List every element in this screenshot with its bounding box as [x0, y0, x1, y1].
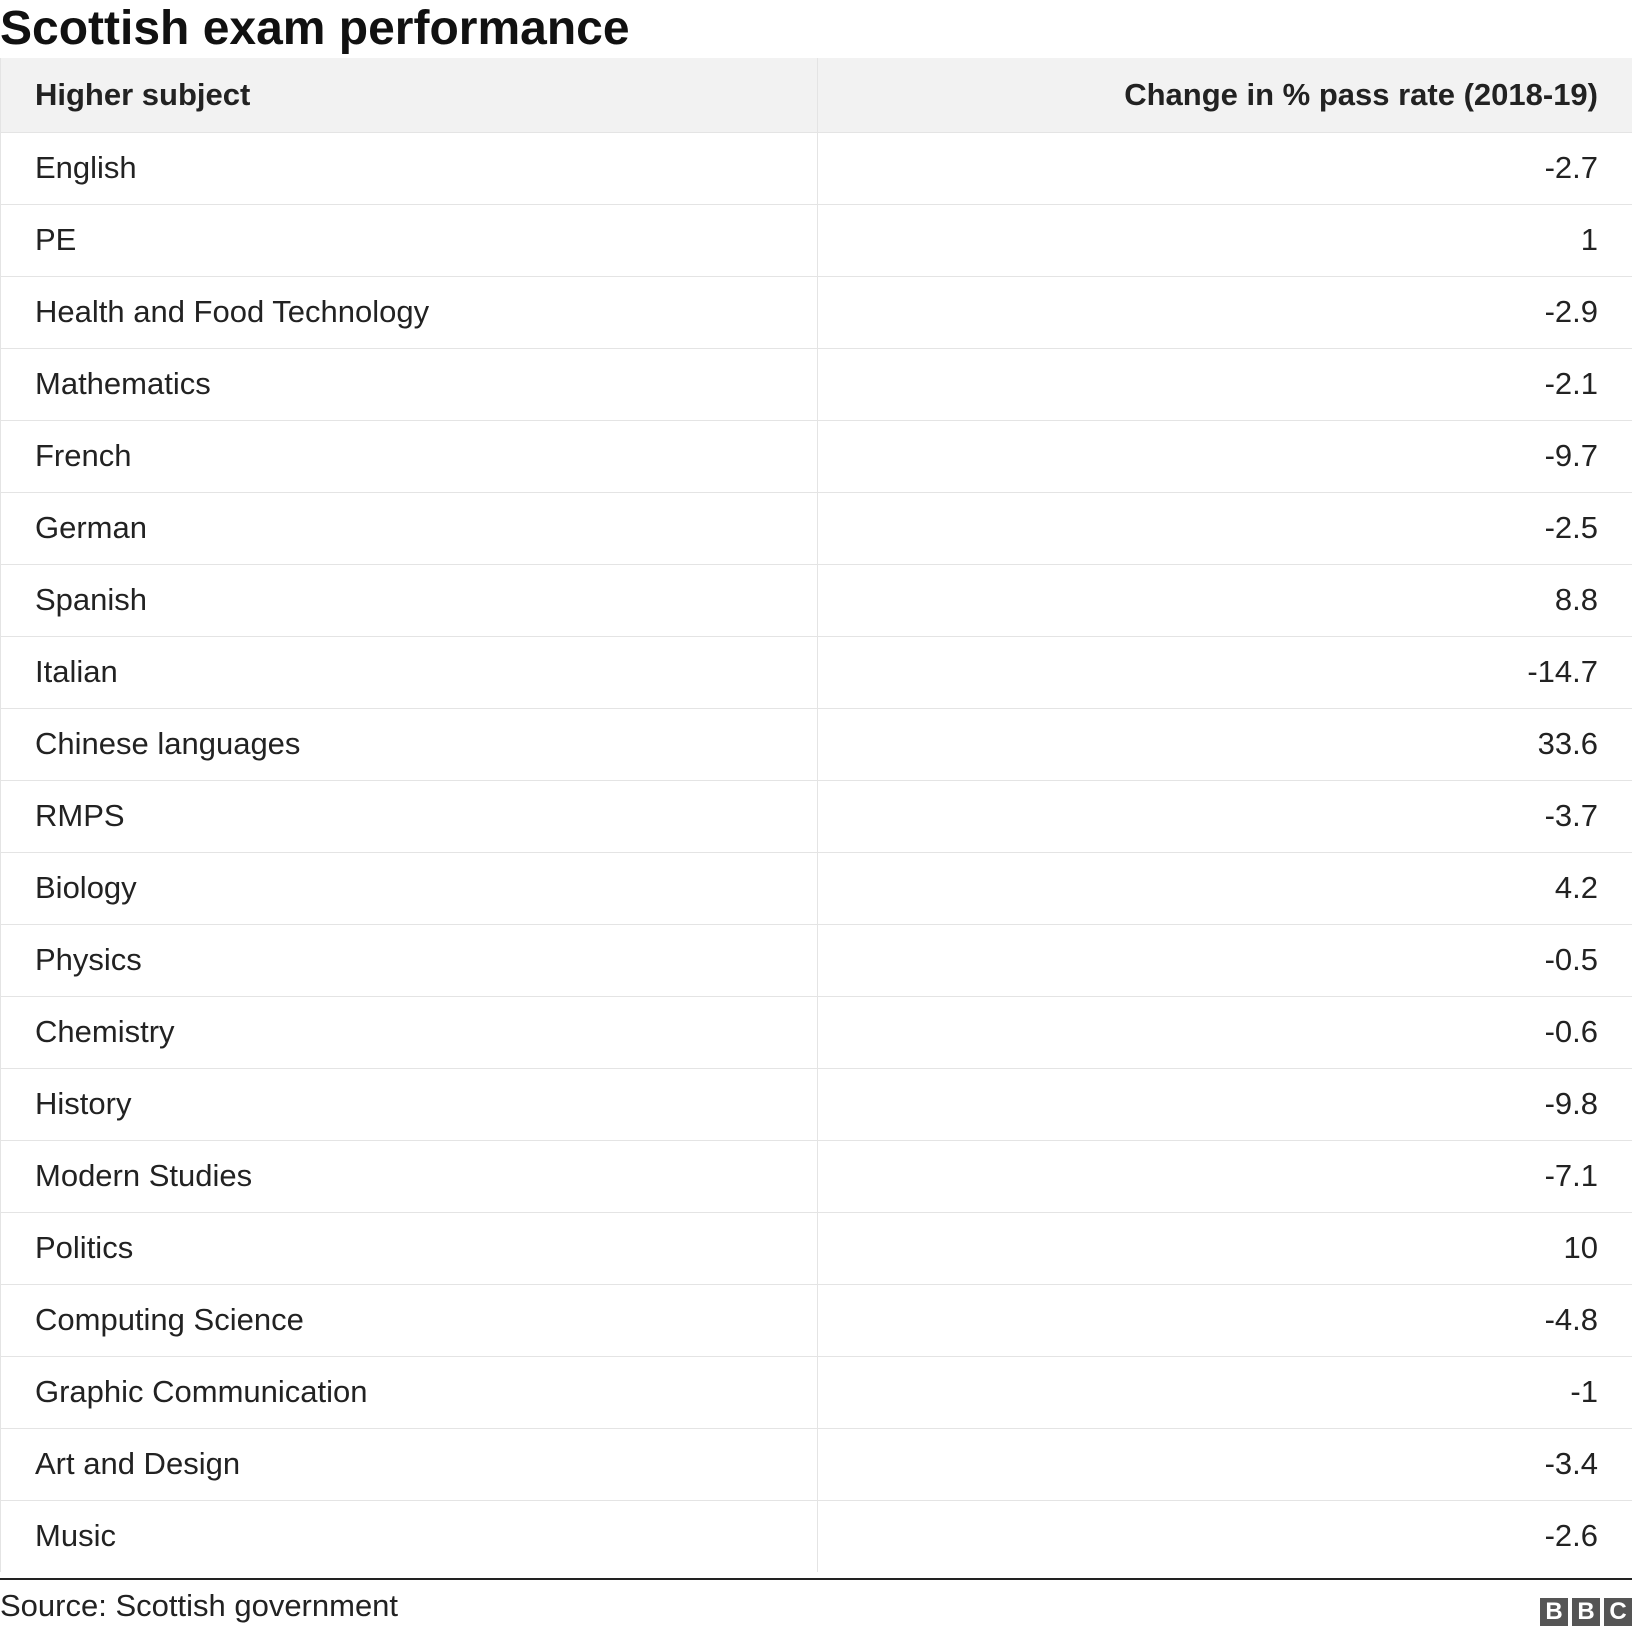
table-row: History -9.8	[0, 1067, 1632, 1140]
subject-cell: Health and Food Technology	[0, 275, 818, 348]
table-row: Biology 4.2	[0, 851, 1632, 924]
subject-cell: English	[0, 131, 818, 204]
subject-cell: Computing Science	[0, 1283, 818, 1356]
subject-cell: Modern Studies	[0, 1139, 818, 1212]
subject-cell: PE	[0, 203, 818, 276]
change-cell: -2.1	[817, 347, 1632, 420]
change-cell: -9.8	[817, 1067, 1632, 1140]
subject-cell: Biology	[0, 851, 818, 924]
table-row: Modern Studies -7.1	[0, 1139, 1632, 1212]
subject-cell: Spanish	[0, 563, 818, 636]
change-cell: -2.6	[817, 1499, 1632, 1572]
table-row: English -2.7	[0, 131, 1632, 204]
change-cell: -3.7	[817, 779, 1632, 852]
table-row: Spanish 8.8	[0, 563, 1632, 636]
change-cell: -14.7	[817, 635, 1632, 708]
table-row: Physics -0.5	[0, 923, 1632, 996]
subject-cell: Mathematics	[0, 347, 818, 420]
logo-letter: C	[1604, 1598, 1632, 1626]
change-cell: 10	[817, 1211, 1632, 1284]
table-row: Chemistry -0.6	[0, 995, 1632, 1068]
table-row: Computing Science -4.8	[0, 1283, 1632, 1356]
table-row: Politics 10	[0, 1211, 1632, 1284]
logo-letter: B	[1540, 1598, 1568, 1626]
change-cell: -1	[817, 1355, 1632, 1428]
table-row: RMPS -3.7	[0, 779, 1632, 852]
table-header-row: Higher subject Change in % pass rate (20…	[0, 58, 1632, 132]
footer: Source: Scottish government B B C	[0, 1578, 1632, 1634]
subject-cell: Graphic Communication	[0, 1355, 818, 1428]
subject-cell: Art and Design	[0, 1427, 818, 1500]
change-cell: -2.9	[817, 275, 1632, 348]
change-cell: -2.7	[817, 131, 1632, 204]
table-row: Graphic Communication -1	[0, 1355, 1632, 1428]
table-row: Chinese languages 33.6	[0, 707, 1632, 780]
subject-cell: Politics	[0, 1211, 818, 1284]
table-row: Health and Food Technology -2.9	[0, 275, 1632, 348]
table-row: Italian -14.7	[0, 635, 1632, 708]
subject-cell: Chinese languages	[0, 707, 818, 780]
change-cell: 1	[817, 203, 1632, 276]
change-cell: 8.8	[817, 563, 1632, 636]
change-cell: -4.8	[817, 1283, 1632, 1356]
table-body: English -2.7 PE 1 Health and Food Technology…	[0, 131, 1632, 1572]
subject-cell: Physics	[0, 923, 818, 996]
data-table-container: Higher subject Change in % pass rate (20…	[0, 58, 1632, 1572]
subject-cell: Chemistry	[0, 995, 818, 1068]
table-row: Music -2.6	[0, 1499, 1632, 1572]
subject-cell: French	[0, 419, 818, 492]
source-note: Source: Scottish government	[0, 1588, 399, 1623]
change-cell: -3.4	[817, 1427, 1632, 1500]
column-header-subject: Higher subject	[0, 58, 818, 132]
table-row: German -2.5	[0, 491, 1632, 564]
bbc-logo: B B C	[1540, 1598, 1632, 1626]
table-row: Art and Design -3.4	[0, 1427, 1632, 1500]
data-table: Higher subject Change in % pass rate (20…	[0, 58, 1632, 1572]
change-cell: -7.1	[817, 1139, 1632, 1212]
change-cell: 33.6	[817, 707, 1632, 780]
logo-letter: B	[1572, 1598, 1600, 1626]
subject-cell: History	[0, 1067, 818, 1140]
table-row: PE 1	[0, 203, 1632, 276]
change-cell: -9.7	[817, 419, 1632, 492]
table-row: Mathematics -2.1	[0, 347, 1632, 420]
table-row: French -9.7	[0, 419, 1632, 492]
subject-cell: German	[0, 491, 818, 564]
subject-cell: Italian	[0, 635, 818, 708]
change-cell: -0.5	[817, 923, 1632, 996]
column-header-change: Change in % pass rate (2018-19)	[817, 58, 1632, 132]
subject-cell: Music	[0, 1499, 818, 1572]
change-cell: -2.5	[817, 491, 1632, 564]
subject-cell: RMPS	[0, 779, 818, 852]
chart-title: Scottish exam performance	[0, 2, 630, 55]
change-cell: 4.2	[817, 851, 1632, 924]
change-cell: -0.6	[817, 995, 1632, 1068]
